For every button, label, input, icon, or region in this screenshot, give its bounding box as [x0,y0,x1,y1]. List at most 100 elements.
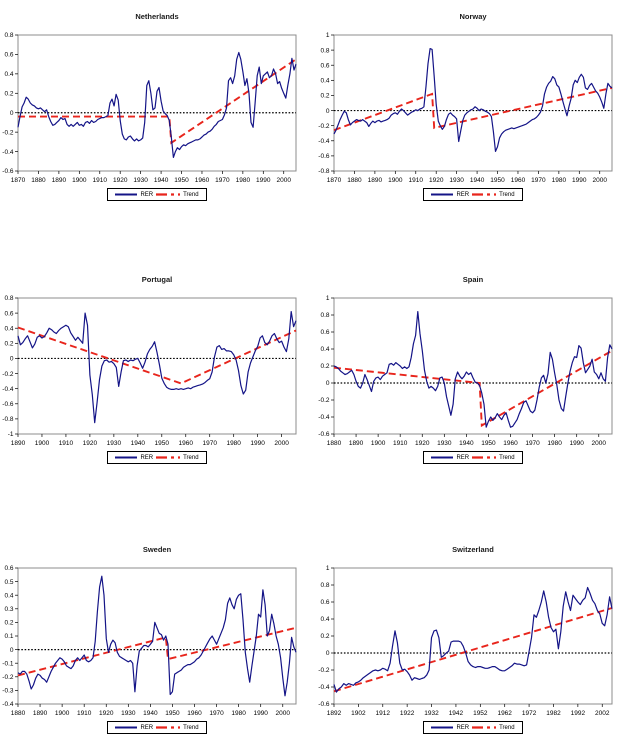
x-tick-label: 1930 [133,177,148,184]
y-tick-label: -0.2 [318,667,330,674]
y-tick-label: -0.2 [2,674,14,681]
y-tick-label: 0.2 [320,93,329,100]
y-tick-label: 0.2 [4,620,13,627]
chart-legend: RER Trend [107,721,207,734]
trend-line-sample [156,726,181,729]
y-tick-label: 0.8 [4,295,13,302]
rer-line-sample [115,726,138,729]
x-tick-label: 2000 [274,440,289,447]
plot-frame [17,34,297,172]
legend-trend-label: Trend [499,724,515,731]
y-tick-label: 0.2 [4,90,13,97]
chart-switzerland: Switzerland 1 0.8 0.6 0.4 0.2 0 -0.2 -0.4 -0.6 18… [318,543,628,749]
chart-plot: 1 0.8 0.6 0.4 0.2 0 -0.2 -0.4 -0.6 -0.8 1870 1880 18… [318,32,613,184]
x-tick-label: 2002 [595,710,610,717]
x-tick-label: 1970 [202,440,217,447]
trend-line [333,86,613,132]
x-tick-label: 1900 [371,440,386,447]
rer-line-sample [431,193,454,196]
y-tick-label: -0.6 [2,401,14,408]
x-tick-label: 1930 [121,710,136,717]
x-tick-label: 2000 [276,710,291,717]
x-tick-label: 1980 [547,440,562,447]
x-tick-label: 1970 [209,710,224,717]
x-tick-label: 1870 [11,177,26,184]
x-tick-label: 1920 [99,710,114,717]
x-tick-label: 1890 [368,177,383,184]
chart-netherlands: Netherlands 0.8 0.6 0.4 0.2 0 -0.2 -0.4 -0.6 187… [2,10,312,216]
x-tick-label: 1960 [511,177,526,184]
y-tick-label: 0 [326,650,330,657]
x-tick-label: 1932 [424,710,439,717]
x-tick-label: 1940 [470,177,485,184]
rer-line [17,311,297,424]
y-tick-label: 0.6 [320,62,329,69]
y-tick-label: -0.4 [2,701,14,708]
y-tick-label: 0.4 [320,346,329,353]
y-tick-label: 0.4 [4,592,13,599]
y-tick-label: -0.2 [2,371,14,378]
x-tick-label: 2000 [277,177,292,184]
y-tick-label: -0.3 [2,688,14,695]
y-tick-label: 0.6 [4,52,13,59]
trend-line [18,58,297,145]
plot-frame [17,297,297,435]
x-tick-label: 1942 [449,710,464,717]
rer-line [17,575,297,697]
y-tick-label: -0.4 [318,684,330,691]
rer-line [333,311,613,428]
x-tick-label: 1960 [195,177,210,184]
chart-title: Sweden [142,545,172,554]
x-tick-label: 2000 [592,440,607,447]
x-tick-label: 1940 [154,177,169,184]
x-tick-label: 1950 [481,440,496,447]
y-tick-label: -0.2 [318,397,330,404]
trend-line-sample [156,456,181,459]
chart-spain: Spain 1 0.8 0.6 0.4 0.2 0 -0.2 -0.4 -0.6 1880 1890… [318,273,628,479]
x-tick-label: 1950 [174,177,189,184]
x-tick-label: 1962 [497,710,512,717]
legend-rer-label: RER [140,191,154,198]
y-tick-label: -0.4 [318,414,330,421]
y-tick-label: 0 [326,108,330,115]
x-tick-label: 1920 [83,440,98,447]
trend-line [17,326,297,385]
chart-legend: RER Trend [423,721,523,734]
y-tick-label: 0.3 [4,606,13,613]
rer-line-sample [115,456,138,459]
y-tick-label: -0.1 [2,660,14,667]
y-tick-label: 0 [10,110,14,117]
x-tick-label: 1912 [376,710,391,717]
x-tick-label: 1980 [231,710,246,717]
x-tick-label: 1930 [107,440,122,447]
y-tick-label: 0.2 [320,633,329,640]
trend-line [333,349,613,428]
x-tick-label: 1892 [327,710,342,717]
x-tick-label: 1940 [143,710,158,717]
plot-frame [333,567,613,705]
x-tick-label: 1990 [253,710,268,717]
x-tick-label: 1980 [226,440,241,447]
x-tick-label: 1930 [449,177,464,184]
x-tick-label: 1990 [569,440,584,447]
x-tick-label: 2000 [593,177,608,184]
chart-title: Norway [459,12,487,21]
legend-row: RER Trend [318,188,628,201]
y-tick-label: 0.4 [320,78,329,85]
x-tick-label: 1910 [77,710,92,717]
x-tick-label: 1970 [531,177,546,184]
rer-line-sample [115,193,138,196]
x-tick-label: 1940 [131,440,146,447]
y-tick-label: 0.2 [4,341,13,348]
legend-trend-label: Trend [499,454,515,461]
plot-frame [333,34,613,172]
x-tick-label: 1910 [93,177,108,184]
legend-trend-label: Trend [183,191,199,198]
rer-line [333,48,613,152]
y-tick-label: 0.6 [320,329,329,336]
chart-plot: 1 0.8 0.6 0.4 0.2 0 -0.2 -0.4 -0.6 1880 1890 1900 19… [318,295,613,447]
x-tick-label: 1930 [437,440,452,447]
x-tick-label: 1880 [31,177,46,184]
x-tick-label: 1890 [11,440,26,447]
x-tick-label: 1920 [415,440,430,447]
